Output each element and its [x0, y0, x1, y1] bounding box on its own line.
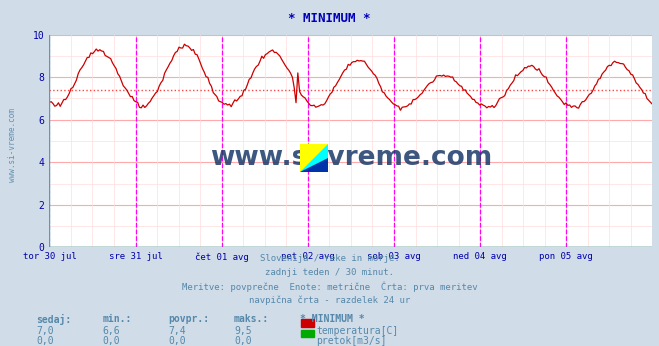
- Text: maks.:: maks.:: [234, 314, 269, 324]
- Text: 0,0: 0,0: [168, 336, 186, 346]
- Text: www.si-vreme.com: www.si-vreme.com: [8, 108, 17, 182]
- Text: povpr.:: povpr.:: [168, 314, 209, 324]
- Text: min.:: min.:: [102, 314, 132, 324]
- Text: Meritve: povprečne  Enote: metrične  Črta: prva meritev: Meritve: povprečne Enote: metrične Črta:…: [182, 282, 477, 292]
- Text: 7,4: 7,4: [168, 326, 186, 336]
- Text: Slovenija / reke in morje.: Slovenija / reke in morje.: [260, 254, 399, 263]
- Text: navpična črta - razdelek 24 ur: navpična črta - razdelek 24 ur: [249, 296, 410, 305]
- Text: temperatura[C]: temperatura[C]: [316, 326, 399, 336]
- Polygon shape: [300, 145, 328, 172]
- Text: 0,0: 0,0: [234, 336, 252, 346]
- Text: 0,0: 0,0: [102, 336, 120, 346]
- Text: sedaj:: sedaj:: [36, 314, 71, 325]
- Text: 0,0: 0,0: [36, 336, 54, 346]
- Polygon shape: [300, 158, 328, 172]
- Text: www.si-vreme.com: www.si-vreme.com: [210, 145, 492, 171]
- Text: 7,0: 7,0: [36, 326, 54, 336]
- Text: * MINIMUM *: * MINIMUM *: [288, 12, 371, 25]
- Text: pretok[m3/s]: pretok[m3/s]: [316, 336, 387, 346]
- Text: * MINIMUM *: * MINIMUM *: [300, 314, 364, 324]
- Text: zadnji teden / 30 minut.: zadnji teden / 30 minut.: [265, 268, 394, 277]
- Text: 9,5: 9,5: [234, 326, 252, 336]
- Polygon shape: [300, 145, 328, 172]
- Text: 6,6: 6,6: [102, 326, 120, 336]
